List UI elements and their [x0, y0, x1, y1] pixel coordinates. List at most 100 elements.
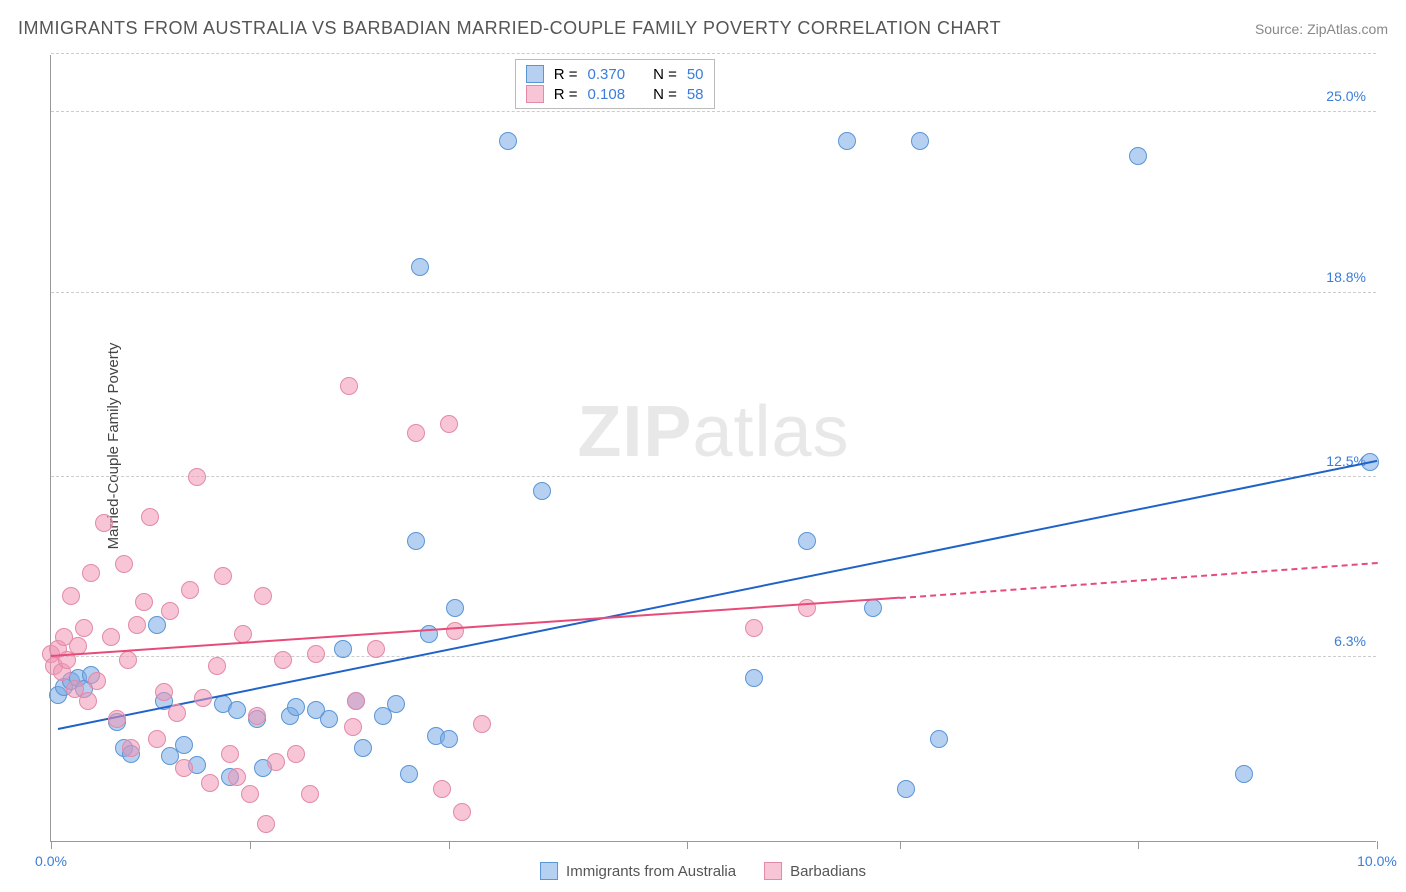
scatter-point — [194, 689, 212, 707]
y-tick-label: 6.3% — [1334, 633, 1366, 649]
scatter-point — [1235, 765, 1253, 783]
legend-bottom: Immigrants from Australia Barbadians — [540, 862, 866, 880]
scatter-point — [387, 695, 405, 713]
scatter-point — [75, 619, 93, 637]
grid-line-h — [51, 53, 1376, 54]
scatter-point — [446, 622, 464, 640]
scatter-point — [108, 710, 126, 728]
scatter-point — [88, 672, 106, 690]
scatter-point — [798, 599, 816, 617]
scatter-point — [400, 765, 418, 783]
scatter-point — [267, 753, 285, 771]
scatter-point — [911, 132, 929, 150]
scatter-point — [95, 514, 113, 532]
x-tick — [1138, 841, 1139, 849]
scatter-point — [82, 564, 100, 582]
scatter-point — [1129, 147, 1147, 165]
scatter-point — [407, 424, 425, 442]
trend-line-dashed — [900, 562, 1377, 599]
scatter-point — [254, 587, 272, 605]
scatter-point — [241, 785, 259, 803]
scatter-point — [274, 651, 292, 669]
scatter-point — [79, 692, 97, 710]
chart-title: IMMIGRANTS FROM AUSTRALIA VS BARBADIAN M… — [18, 18, 1001, 39]
watermark-atlas: atlas — [692, 392, 849, 472]
scatter-point — [307, 645, 325, 663]
legend-label-1: Barbadians — [790, 863, 866, 880]
scatter-point — [798, 532, 816, 550]
legend-stats-row-0: R = 0.370 N = 50 — [526, 64, 704, 84]
scatter-point — [115, 555, 133, 573]
scatter-point — [175, 759, 193, 777]
legend-item-0: Immigrants from Australia — [540, 862, 736, 880]
scatter-point — [446, 599, 464, 617]
scatter-point — [930, 730, 948, 748]
scatter-point — [411, 258, 429, 276]
scatter-point — [148, 616, 166, 634]
scatter-point — [287, 698, 305, 716]
scatter-point — [148, 730, 166, 748]
scatter-point — [128, 616, 146, 634]
r-value-0: 0.370 — [588, 66, 626, 83]
scatter-point — [745, 619, 763, 637]
scatter-point — [221, 745, 239, 763]
scatter-point — [499, 132, 517, 150]
scatter-point — [340, 377, 358, 395]
scatter-point — [344, 718, 362, 736]
scatter-point — [433, 780, 451, 798]
x-tick — [51, 841, 52, 849]
scatter-point — [228, 701, 246, 719]
n-value-0: 50 — [687, 66, 704, 83]
watermark-zip: ZIP — [577, 392, 692, 472]
x-tick — [449, 841, 450, 849]
legend-item-1: Barbadians — [764, 862, 866, 880]
y-tick-label: 25.0% — [1326, 88, 1366, 104]
source-label: Source: ZipAtlas.com — [1255, 21, 1388, 37]
grid-line-h — [51, 656, 1376, 657]
scatter-point — [201, 774, 219, 792]
scatter-point — [135, 593, 153, 611]
scatter-point — [168, 704, 186, 722]
scatter-point — [473, 715, 491, 733]
scatter-point — [181, 581, 199, 599]
n-label-0: N = — [653, 66, 677, 83]
scatter-point — [141, 508, 159, 526]
scatter-point — [214, 567, 232, 585]
scatter-point — [838, 132, 856, 150]
legend-swatch-1 — [526, 85, 544, 103]
scatter-point — [175, 736, 193, 754]
scatter-point — [745, 669, 763, 687]
chart-plot-area: ZIPatlas R = 0.370 N = 50 R = 0.108 N = … — [50, 55, 1376, 842]
scatter-point — [301, 785, 319, 803]
legend-swatch-bottom-0 — [540, 862, 558, 880]
scatter-point — [440, 415, 458, 433]
scatter-point — [287, 745, 305, 763]
scatter-point — [334, 640, 352, 658]
grid-line-h — [51, 111, 1376, 112]
r-label-1: R = — [554, 86, 578, 103]
scatter-point — [228, 768, 246, 786]
scatter-point — [347, 692, 365, 710]
scatter-point — [248, 707, 266, 725]
scatter-point — [897, 780, 915, 798]
n-value-1: 58 — [687, 86, 704, 103]
x-tick — [900, 841, 901, 849]
legend-label-0: Immigrants from Australia — [566, 863, 736, 880]
scatter-point — [102, 628, 120, 646]
x-tick — [250, 841, 251, 849]
scatter-point — [533, 482, 551, 500]
legend-swatch-bottom-1 — [764, 862, 782, 880]
scatter-point — [440, 730, 458, 748]
scatter-point — [119, 651, 137, 669]
scatter-point — [161, 602, 179, 620]
scatter-point — [367, 640, 385, 658]
x-tick-label: 10.0% — [1357, 853, 1397, 869]
n-label-1: N = — [653, 86, 677, 103]
x-tick — [687, 841, 688, 849]
legend-stats-box: R = 0.370 N = 50 R = 0.108 N = 58 — [515, 59, 715, 109]
x-tick-label: 0.0% — [35, 853, 67, 869]
scatter-point — [320, 710, 338, 728]
legend-stats-row-1: R = 0.108 N = 58 — [526, 84, 704, 104]
scatter-point — [354, 739, 372, 757]
scatter-point — [453, 803, 471, 821]
